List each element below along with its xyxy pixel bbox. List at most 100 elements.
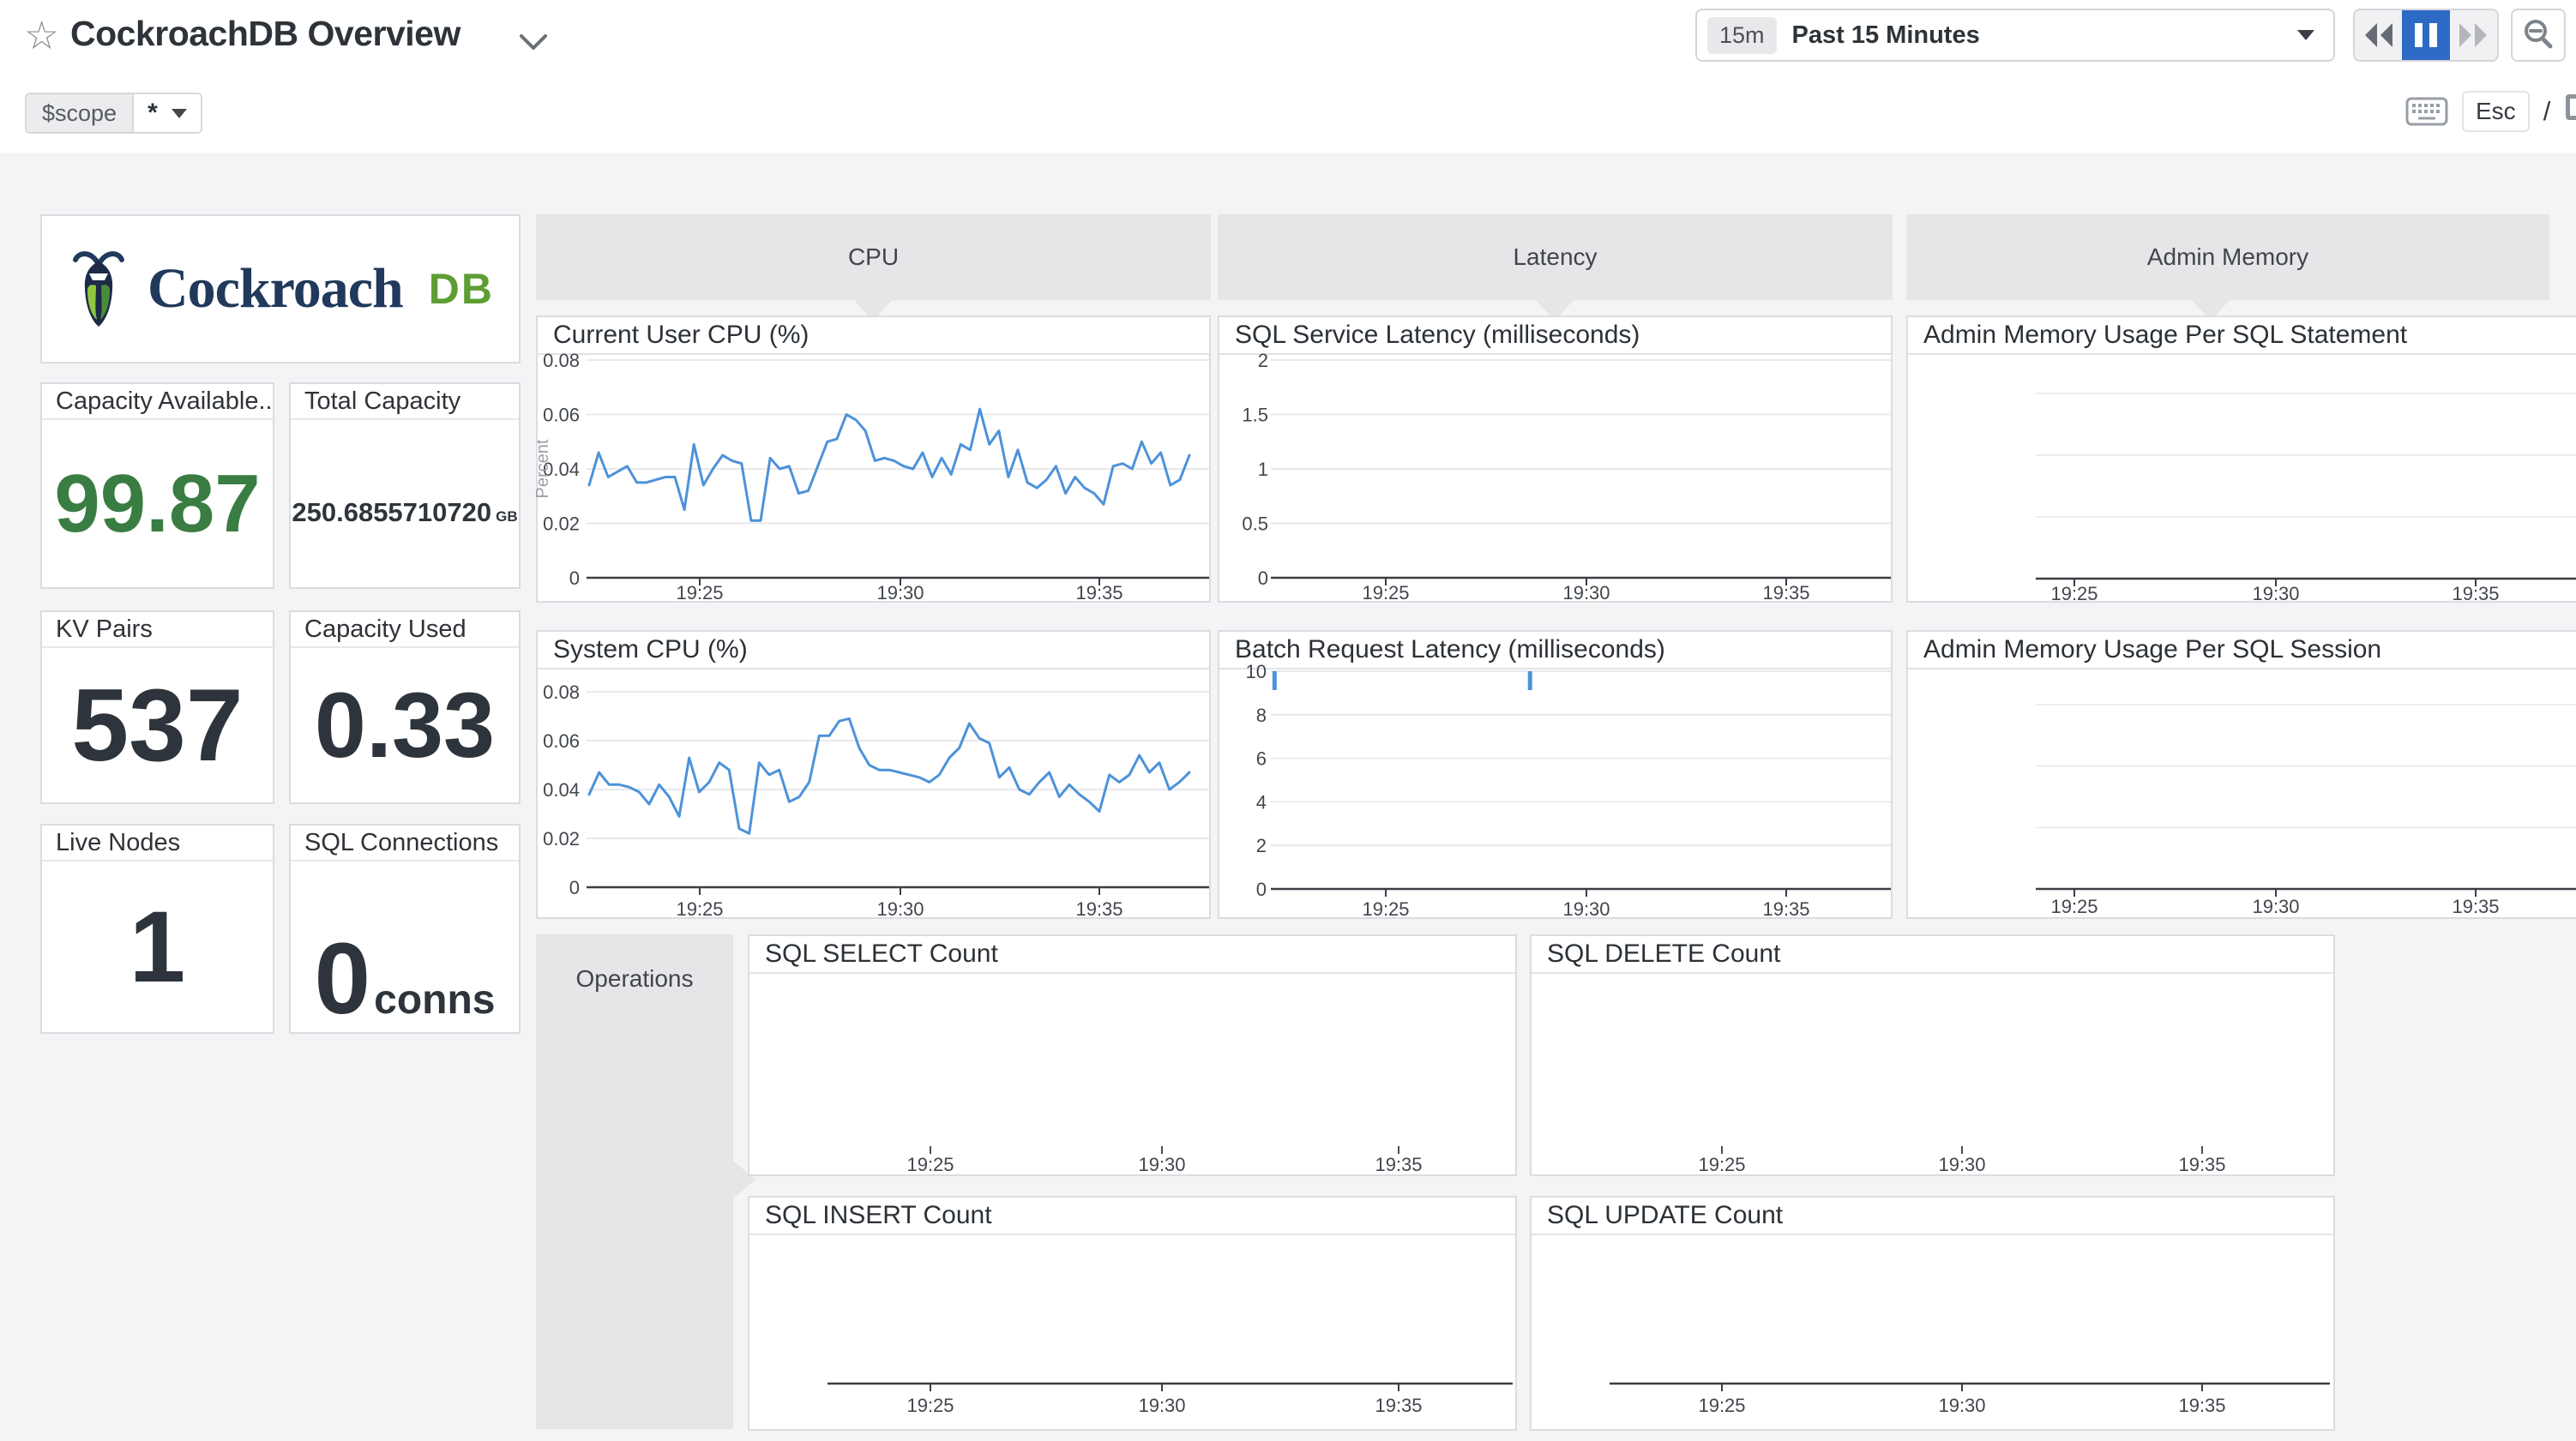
chart-title: SQL DELETE Count [1532,936,2333,974]
scope-value: * [147,99,158,127]
admin-memory-statement-plot[interactable]: 19:25 19:30 19:35 [1908,355,2576,604]
time-range-badge: 15m [1707,16,1777,54]
stat-value: 1 [129,890,186,1004]
stat-capacity-used[interactable]: Capacity Used 0.33 [289,610,521,804]
page-title: CockroachDB Overview [70,14,460,53]
svg-text:10: 10 [1246,661,1267,682]
template-variable-scope[interactable]: $scope * [25,93,202,134]
logo-wordmark: Cockroach [147,257,404,320]
stat-unit: GB [496,508,518,525]
forward-button[interactable] [2450,10,2497,60]
group-header-operations[interactable]: Operations [536,934,733,1429]
svg-text:Percent: Percent [533,439,552,498]
svg-text:0: 0 [569,877,580,898]
sql-delete-count-plot[interactable]: 19:25 19:30 19:35 [1532,974,2333,1176]
chart-title: SQL UPDATE Count [1532,1198,2333,1235]
stat-sql-connections[interactable]: SQL Connections 0 conns [289,824,521,1034]
svg-text:19:25: 19:25 [2050,896,2098,917]
group-header-latency[interactable]: Latency [1218,214,1893,300]
chart-current-user-cpu[interactable]: Current User CPU (%) 0 0.02 0.04 0.06 0.08 19… [533,315,1211,603]
shortcut-hints: Esc / [2405,89,2576,134]
cockroachdb-logo-card[interactable]: Cockroach DB [40,214,521,363]
rewind-button[interactable] [2355,10,2402,60]
chart-batch-request-latency[interactable]: Batch Request Latency (milliseconds) 0 2 4… [1218,630,1893,920]
admin-memory-session-plot[interactable]: 19:25 19:30 19:35 [1908,669,2576,919]
chart-title: Batch Request Latency (milliseconds) [1219,632,1891,669]
svg-text:19:35: 19:35 [1375,1395,1422,1416]
svg-text:19:35: 19:35 [1762,582,1809,603]
chart-sql-insert-count[interactable]: SQL INSERT Count 19:25 19:30 19:35 [748,1196,1517,1431]
svg-text:19:25: 19:25 [1698,1154,1745,1175]
stat-label: Live Nodes [42,826,273,862]
svg-text:6: 6 [1256,748,1267,770]
svg-text:19:30: 19:30 [1938,1395,1985,1416]
chart-sql-update-count[interactable]: SQL UPDATE Count 19:25 19:30 19:35 [1530,1196,2335,1431]
svg-text:8: 8 [1256,705,1267,726]
svg-text:0.08: 0.08 [543,350,580,371]
svg-text:0.08: 0.08 [543,681,580,703]
chart-title: SQL SELECT Count [749,936,1515,974]
svg-text:0.04: 0.04 [543,459,580,480]
chart-title: SQL INSERT Count [749,1198,1515,1235]
chart-title: Current User CPU (%) [538,317,1209,355]
scope-value-dropdown[interactable]: * [132,94,201,132]
sql-insert-count-plot[interactable]: 19:25 19:30 19:35 [749,1235,1515,1431]
fullscreen-monitor-icon[interactable] [2564,93,2576,130]
svg-text:19:30: 19:30 [2252,583,2299,604]
pause-icon [2414,23,2437,47]
chart-system-cpu[interactable]: System CPU (%) 0 0.02 0.04 0.06 0.08 19:25 19:… [536,630,1211,920]
chart-admin-memory-session[interactable]: Admin Memory Usage Per SQL Session 19:25… [1906,630,2576,919]
title-chevron-down-icon[interactable] [516,33,551,53]
pause-button[interactable] [2402,10,2450,60]
svg-text:0: 0 [1256,879,1267,900]
stat-value: 250.6855710720 [292,497,492,527]
stat-label: KV Pairs [42,612,273,648]
chart-title: SQL Service Latency (milliseconds) [1219,317,1891,355]
chart-admin-memory-statement[interactable]: Admin Memory Usage Per SQL Statement 19:… [1906,315,2576,604]
time-range-picker[interactable]: 15m Past 15 Minutes [1695,9,2335,62]
svg-text:19:30: 19:30 [2252,896,2299,917]
current-user-cpu-plot[interactable]: 0 0.02 0.04 0.06 0.08 19:25 19:30 19:35 Percent [533,350,1209,603]
chart-title: Admin Memory Usage Per SQL Session [1908,632,2576,669]
svg-text:19:25: 19:25 [676,898,723,920]
group-label: Admin Memory [2146,243,2309,270]
system-cpu-plot[interactable]: 0 0.02 0.04 0.06 0.08 19:25 19:30 19:35 [538,669,1209,920]
time-range-label: Past 15 Minutes [1791,21,1980,49]
svg-text:19:30: 19:30 [1138,1395,1185,1416]
scope-key-label: $scope [27,94,133,132]
group-label: Latency [1513,243,1598,270]
slash-separator: / [2543,96,2551,126]
favorite-star-icon[interactable]: ☆ [24,13,60,57]
svg-text:19:30: 19:30 [1138,1154,1185,1175]
svg-text:19:35: 19:35 [1075,582,1122,603]
stat-capacity-available[interactable]: Capacity Available... 99.87 [40,382,274,589]
svg-text:19:25: 19:25 [1362,898,1409,920]
chart-sql-delete-count[interactable]: SQL DELETE Count 19:25 19:30 19:35 [1530,934,2335,1176]
zoom-out-button[interactable] [2511,9,2566,62]
svg-text:0: 0 [569,567,580,589]
stat-total-capacity[interactable]: Total Capacity 250.6855710720 GB [289,382,521,589]
magnifier-minus-icon [2525,20,2553,49]
time-range-caret-icon [2297,30,2314,40]
group-header-admin-memory[interactable]: Admin Memory [1906,214,2549,300]
batch-request-latency-plot[interactable]: 0 2 4 6 8 10 19:25 19:30 19:35 [1219,661,1891,920]
stat-label: SQL Connections [291,826,519,862]
stat-kv-pairs[interactable]: KV Pairs 537 [40,610,274,804]
sql-select-count-plot[interactable]: 19:25 19:30 19:35 [749,974,1515,1176]
sql-update-count-plot[interactable]: 19:25 19:30 19:35 [1532,1235,2333,1431]
stat-live-nodes[interactable]: Live Nodes 1 [40,824,274,1034]
svg-text:0.02: 0.02 [543,513,580,535]
rewind-icon [2364,23,2392,47]
chart-sql-service-latency[interactable]: SQL Service Latency (milliseconds) 0 0.5 1… [1218,315,1893,603]
svg-text:2: 2 [1256,835,1267,856]
svg-text:0.5: 0.5 [1242,513,1268,535]
scope-caret-icon [171,108,187,118]
svg-text:19:35: 19:35 [2452,583,2499,604]
svg-text:0.04: 0.04 [543,779,580,801]
group-header-cpu[interactable]: CPU [536,214,1211,300]
svg-text:19:30: 19:30 [1562,898,1610,920]
sql-service-latency-plot[interactable]: 0 0.5 1 1.5 2 19:25 19:30 19:35 [1219,350,1891,603]
chart-sql-select-count[interactable]: SQL SELECT Count 19:25 19:30 19:35 [748,934,1517,1176]
group-label: CPU [847,243,900,270]
svg-text:19:30: 19:30 [876,898,924,920]
